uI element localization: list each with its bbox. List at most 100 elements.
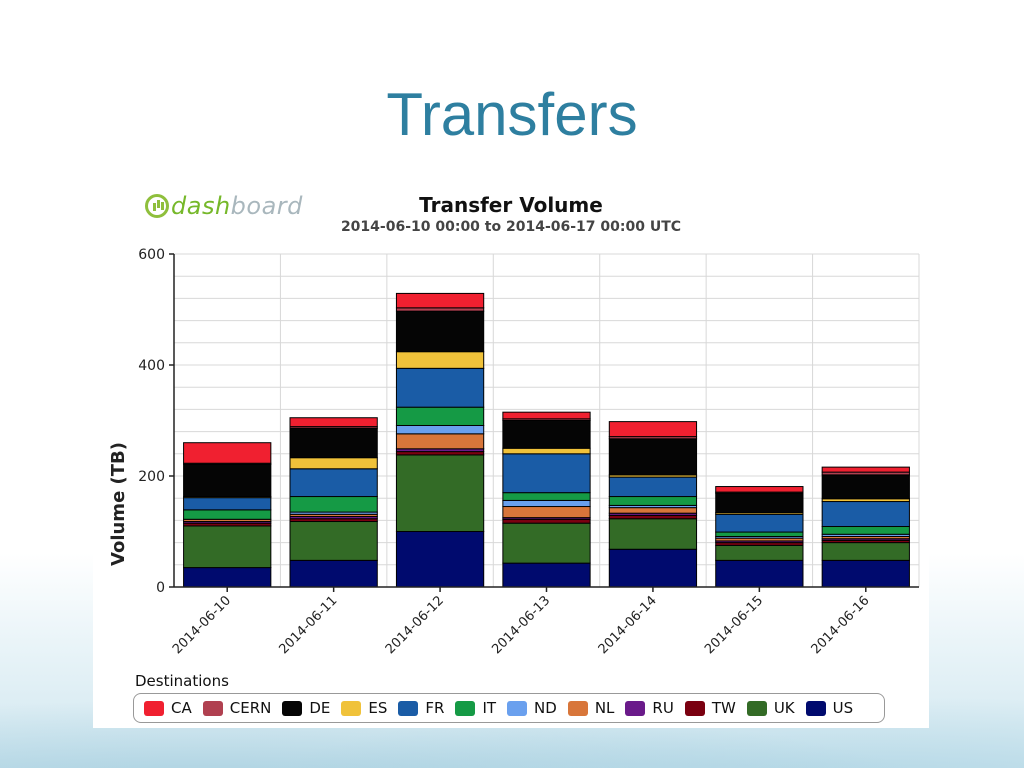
bar-segment-uk-2014-06-14 (608, 518, 698, 550)
chart-title: Transfer Volume (419, 193, 603, 217)
bar-segment-us-2014-06-10 (183, 567, 272, 588)
bar-segment-uk-2014-06-13 (502, 522, 591, 564)
bar-segment-it-2014-06-11 (289, 496, 378, 513)
bar-segment-it-2014-06-10 (183, 509, 272, 520)
legend-item-nd: ND (507, 699, 557, 717)
bar-segment-us-2014-06-13 (502, 562, 591, 588)
y-tick-label: 200 (138, 469, 165, 485)
legend-item-ru: RU (625, 699, 674, 717)
bar-segment-uk-2014-06-16 (821, 542, 910, 561)
legend-swatch (746, 700, 767, 716)
legend-swatch (507, 700, 528, 716)
legend-swatch (341, 700, 362, 716)
slide-title: Transfers (386, 81, 638, 148)
bar-segment-it-2014-06-16 (821, 526, 910, 535)
bar-segment-ca-2014-06-11 (289, 417, 378, 428)
legend-swatch (567, 700, 588, 716)
legend-label: CA (171, 699, 192, 717)
legend-label: TW (711, 699, 736, 717)
y-tick-label: 600 (138, 247, 165, 263)
bar-segment-uk-2014-06-12 (395, 454, 485, 532)
y-axis-label: Volume (TB) (108, 442, 129, 566)
bar-segment-de-2014-06-11 (289, 427, 378, 459)
bar-segment-fr-2014-06-10 (183, 497, 272, 511)
legend-item-es: ES (341, 699, 387, 717)
bar-segment-it-2014-06-15 (715, 531, 804, 537)
legend-label: UK (773, 699, 795, 717)
x-tick-label: 2014-06-13 (489, 593, 553, 657)
legend-item-nl: NL (567, 699, 615, 717)
legend: CA CERN DE ES FR IT ND NL RU TW UK US (133, 693, 885, 723)
legend-label: RU (652, 699, 674, 717)
bar-segment-uk-2014-06-15 (715, 544, 804, 561)
legend-item-us: US (805, 699, 854, 717)
bar-segment-us-2014-06-16 (821, 559, 910, 588)
bar-segment-ca-2014-06-15 (715, 486, 804, 493)
chart-subtitle: 2014-06-10 00:00 to 2014-06-17 00:00 UTC (340, 219, 682, 235)
legend-item-fr: FR (398, 699, 444, 717)
bar-segment-nd-2014-06-13 (502, 499, 591, 508)
bar-segment-uk-2014-06-11 (289, 521, 378, 561)
bar-segment-nl-2014-06-12 (395, 433, 485, 450)
bar-segment-de-2014-06-16 (821, 474, 910, 500)
bar-segment-fr-2014-06-13 (502, 453, 591, 494)
legend-swatch (625, 700, 646, 716)
legend-swatch (455, 700, 476, 716)
y-tick-label: 0 (156, 580, 165, 596)
bar-segment-nl-2014-06-14 (608, 507, 698, 514)
x-tick-label: 2014-06-10 (170, 593, 234, 657)
legend-label: FR (425, 699, 445, 717)
x-tick-label: 2014-06-14 (596, 593, 660, 657)
legend-item-uk: UK (746, 699, 795, 717)
legend-label: US (832, 699, 854, 717)
x-tick-label: 2014-06-11 (276, 593, 340, 657)
legend-swatch (684, 700, 705, 716)
logo-text-board: board (230, 192, 303, 220)
legend-item-de: DE (282, 699, 330, 717)
legend-swatch (805, 700, 826, 716)
bar-segment-fr-2014-06-12 (395, 367, 485, 408)
legend-label: IT (482, 699, 497, 717)
bar-segment-es-2014-06-11 (289, 457, 378, 470)
dashboard-logo-icon (145, 194, 169, 218)
legend-title: Destinations (135, 672, 229, 690)
legend-label: NL (594, 699, 615, 717)
legend-item-it: IT (455, 699, 496, 717)
bar-segment-it-2014-06-12 (395, 406, 485, 426)
legend-swatch (144, 700, 164, 716)
bar-segment-ca-2014-06-16 (821, 466, 910, 473)
bar-segment-ca-2014-06-14 (608, 421, 698, 438)
bar-segment-fr-2014-06-14 (608, 476, 698, 498)
chart-panel: dash board Transfer Volume 2014-06-10 00:… (93, 183, 929, 728)
bar-segment-de-2014-06-14 (608, 438, 698, 476)
x-tick-label: 2014-06-16 (809, 593, 873, 657)
legend-item-ca: CA (144, 699, 192, 717)
bar-segment-tw-2014-06-13 (502, 518, 591, 524)
bar-segment-fr-2014-06-11 (289, 468, 378, 498)
bar-segment-us-2014-06-12 (395, 531, 485, 588)
legend-label: ES (368, 699, 388, 717)
bar-segment-us-2014-06-14 (608, 548, 698, 588)
bar-segment-it-2014-06-14 (608, 496, 698, 506)
stacked-bar-chart: 0 200 400 600 2014-06-10 2014-06-11 2014-06-12… (108, 247, 920, 657)
bar-segment-ca-2014-06-12 (395, 292, 485, 309)
bar-segment-de-2014-06-15 (715, 492, 804, 514)
bar-segment-fr-2014-06-16 (821, 501, 910, 528)
bar-segment-es-2014-06-12 (395, 351, 485, 369)
logo-text-dash: dash (171, 192, 231, 220)
legend-label: ND (534, 699, 557, 717)
dashboard-logo: dash board (145, 192, 303, 220)
legend-swatch (282, 700, 303, 716)
y-tick-label: 400 (138, 358, 165, 374)
bar-segment-fr-2014-06-15 (715, 513, 804, 533)
bar-segment-nl-2014-06-13 (502, 506, 591, 519)
bar-segment-it-2014-06-13 (502, 492, 591, 501)
x-tick-label: 2014-06-15 (702, 593, 766, 657)
bar-segment-ca-2014-06-10 (183, 442, 272, 464)
bar-segment-de-2014-06-13 (502, 420, 591, 449)
x-tick-label: 2014-06-12 (383, 593, 447, 657)
bars-layer (183, 292, 910, 588)
legend-item-cern: CERN (202, 699, 271, 717)
bar-segment-us-2014-06-11 (289, 559, 378, 588)
bar-segment-us-2014-06-15 (715, 559, 804, 588)
